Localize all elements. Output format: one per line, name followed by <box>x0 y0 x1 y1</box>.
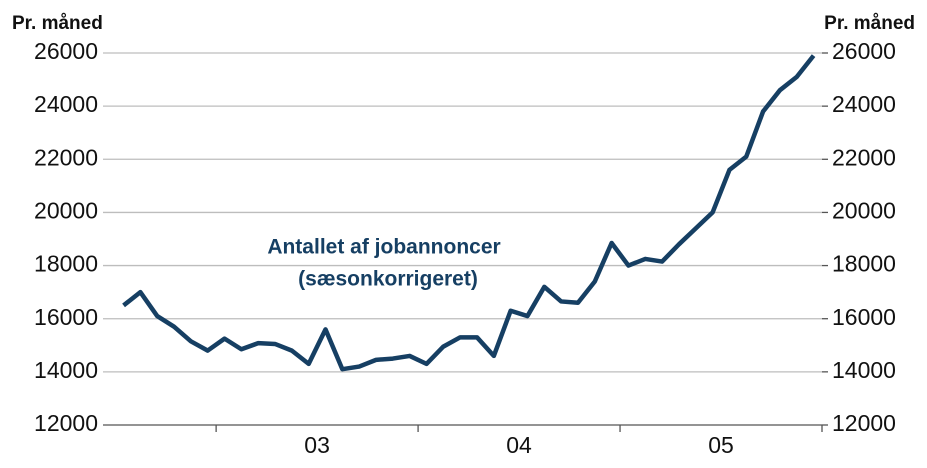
annotation: Antallet af jobannoncer <box>267 236 500 259</box>
y2-tick-label: 18000 <box>832 251 896 277</box>
y-tick-label: 14000 <box>34 357 98 383</box>
y-tick-label: 20000 <box>34 198 98 224</box>
y-tick-label: 24000 <box>34 91 98 117</box>
x-tick-label: 05 <box>708 432 734 458</box>
y-axis-label: Pr. måned <box>12 13 103 34</box>
y-tick-label: 26000 <box>34 38 98 64</box>
line-series <box>122 54 816 372</box>
y-tick-label: 12000 <box>34 410 98 436</box>
y-tick-label: 16000 <box>34 304 98 330</box>
y2-tick-label: 14000 <box>832 357 896 383</box>
y2-tick-label: 20000 <box>832 198 896 224</box>
y2-tick-label: 12000 <box>832 410 896 436</box>
x-tick-label: 03 <box>304 432 330 458</box>
y2-tick-label: 24000 <box>832 91 896 117</box>
annotation: (sæsonkorrigeret) <box>298 268 478 291</box>
y-tick-label: 18000 <box>34 251 98 277</box>
y2-tick-label: 16000 <box>832 304 896 330</box>
y2-tick-label: 26000 <box>832 38 896 64</box>
y2-axis-label: Pr. måned <box>824 13 915 34</box>
y-tick-label: 22000 <box>34 144 98 170</box>
x-tick-label: 04 <box>506 432 532 458</box>
y2-tick-label: 22000 <box>832 144 896 170</box>
